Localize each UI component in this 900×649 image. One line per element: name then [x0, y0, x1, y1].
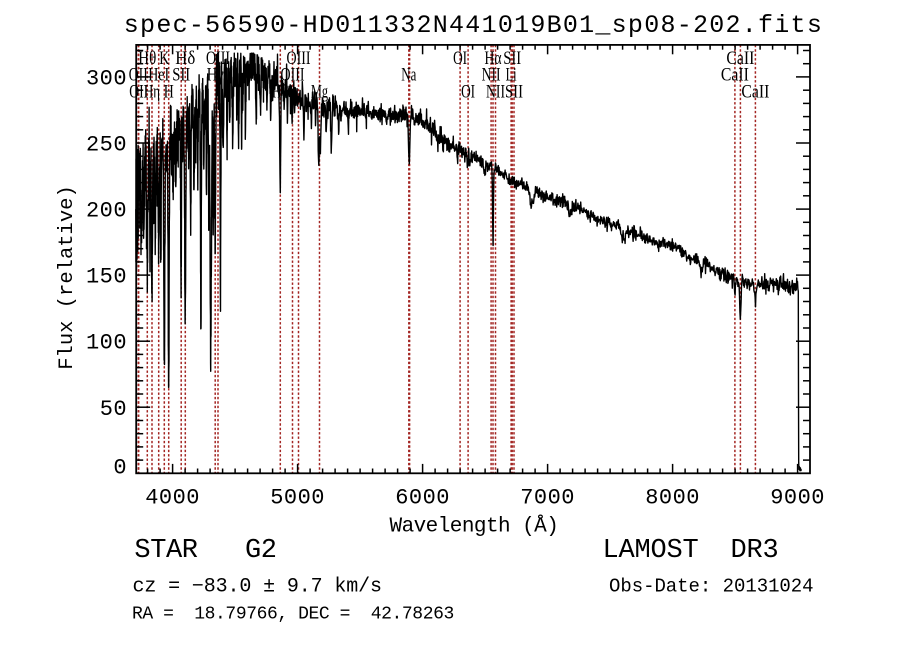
svg-text:4000: 4000: [145, 486, 200, 511]
svg-text:NII: NII: [486, 83, 505, 103]
svg-text:CaII: CaII: [741, 83, 769, 103]
svg-text:Na: Na: [401, 66, 416, 86]
svg-text:Hα: Hα: [485, 49, 502, 69]
svg-text:SII: SII: [505, 83, 523, 103]
svg-text:8000: 8000: [645, 486, 700, 511]
svg-text:CaII: CaII: [721, 66, 749, 86]
svg-text:200: 200: [86, 199, 127, 224]
svg-text:Li: Li: [506, 66, 517, 86]
svg-text:Wavelength (Å): Wavelength (Å): [390, 516, 559, 539]
svg-text:OII: OII: [129, 66, 148, 86]
svg-text:HeI: HeI: [148, 66, 169, 86]
svg-text:STAR G2: STAR G2: [134, 536, 276, 566]
svg-text:9000: 9000: [770, 486, 825, 511]
svg-text:5000: 5000: [270, 486, 325, 511]
svg-text:LAMOST DR3: LAMOST DR3: [603, 536, 779, 566]
svg-text:OI: OI: [461, 83, 475, 103]
svg-text:Flux (relative): Flux (relative): [56, 185, 79, 370]
svg-text:OI: OI: [453, 49, 467, 69]
svg-text:Hη: Hη: [144, 83, 160, 103]
svg-text:NII: NII: [482, 66, 501, 86]
svg-text:50: 50: [100, 397, 127, 422]
svg-text:Hδ: Hδ: [175, 49, 195, 69]
svg-text:100: 100: [86, 331, 127, 356]
svg-text:OIII: OIII: [287, 49, 311, 69]
svg-text:Obs-Date: 20131024: Obs-Date: 20131024: [609, 576, 814, 598]
svg-text:OII: OII: [129, 83, 148, 103]
svg-text:RA = 18.79766, DEC = 42.7826: RA = 18.79766, DEC = 42.78263: [132, 605, 454, 625]
svg-text:300: 300: [86, 67, 127, 92]
svg-text:150: 150: [86, 265, 127, 290]
svg-text:CaII: CaII: [726, 49, 754, 69]
svg-text:SII: SII: [172, 66, 190, 86]
svg-text:0: 0: [113, 456, 127, 481]
svg-text:H: H: [164, 83, 174, 103]
svg-text:SII: SII: [503, 49, 521, 69]
svg-text:cz = −83.0 ± 9.7 km/s: cz = −83.0 ± 9.7 km/s: [133, 576, 382, 599]
svg-text:K: K: [159, 49, 169, 69]
svg-text:7000: 7000: [520, 486, 575, 511]
svg-text:spec-56590-HD011332N441019B01_: spec-56590-HD011332N441019B01_sp08-202.f…: [124, 11, 823, 40]
svg-text:250: 250: [86, 133, 127, 158]
svg-text:6000: 6000: [395, 486, 450, 511]
